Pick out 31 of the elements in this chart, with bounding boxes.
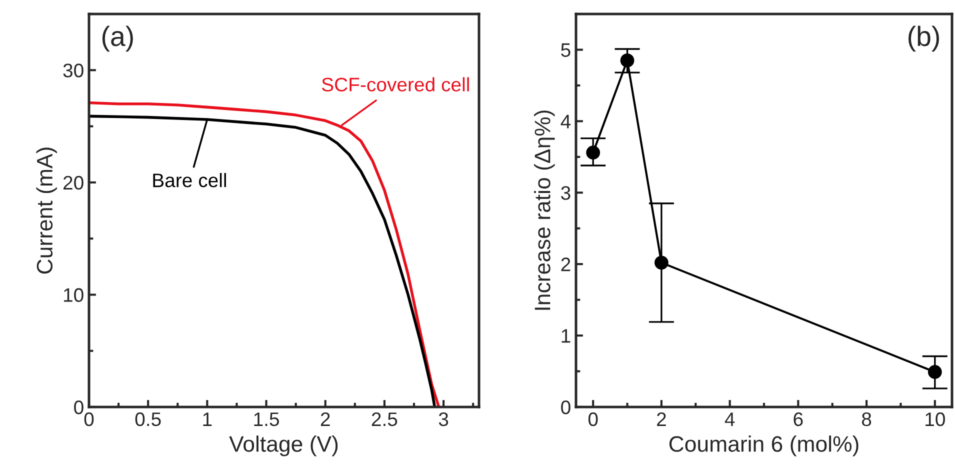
x-tick-label: 3 — [438, 412, 448, 426]
x-tick-label: 2 — [320, 412, 330, 426]
annotation: (b) — [908, 26, 939, 52]
annotation: SCF-covered cell — [322, 77, 469, 92]
x-tick-label: 0 — [84, 412, 94, 426]
annotation: (a) — [102, 26, 133, 52]
x-tick-label: 10 — [926, 412, 945, 426]
x-tick-label: 0 — [588, 412, 598, 426]
y-tick-label: 0 — [74, 400, 84, 414]
x-axis-title: Voltage (V) — [229, 436, 338, 456]
y-tick-label: 30 — [63, 64, 84, 78]
y-tick-label: 5 — [561, 43, 570, 57]
x-tick-label: 1.5 — [254, 412, 279, 426]
y-tick-label: 4 — [560, 114, 571, 128]
y-tick-label: 20 — [63, 176, 84, 190]
y-tick-label: 1 — [562, 329, 570, 343]
x-tick-label: 4 — [724, 412, 735, 426]
y-tick-label: 3 — [561, 186, 570, 200]
y-tick-label: 2 — [561, 258, 570, 272]
x-tick-label: 8 — [862, 412, 872, 426]
x-axis-title: Coumarin 6 (mol%) — [669, 436, 858, 456]
y-axis-title: Increase ratio (Δη%) — [534, 110, 555, 310]
y-tick-label: 0 — [561, 400, 570, 414]
x-tick-label: 2.5 — [372, 412, 398, 426]
x-tick-label: 1 — [203, 412, 212, 426]
x-tick-label: 0.5 — [135, 412, 161, 426]
x-tick-label: 2 — [657, 412, 666, 426]
y-axis-title: Current (mA) — [36, 148, 57, 274]
x-tick-label: 6 — [794, 412, 803, 426]
y-tick-label: 10 — [64, 288, 84, 302]
annotation: Bare cell — [153, 172, 226, 188]
